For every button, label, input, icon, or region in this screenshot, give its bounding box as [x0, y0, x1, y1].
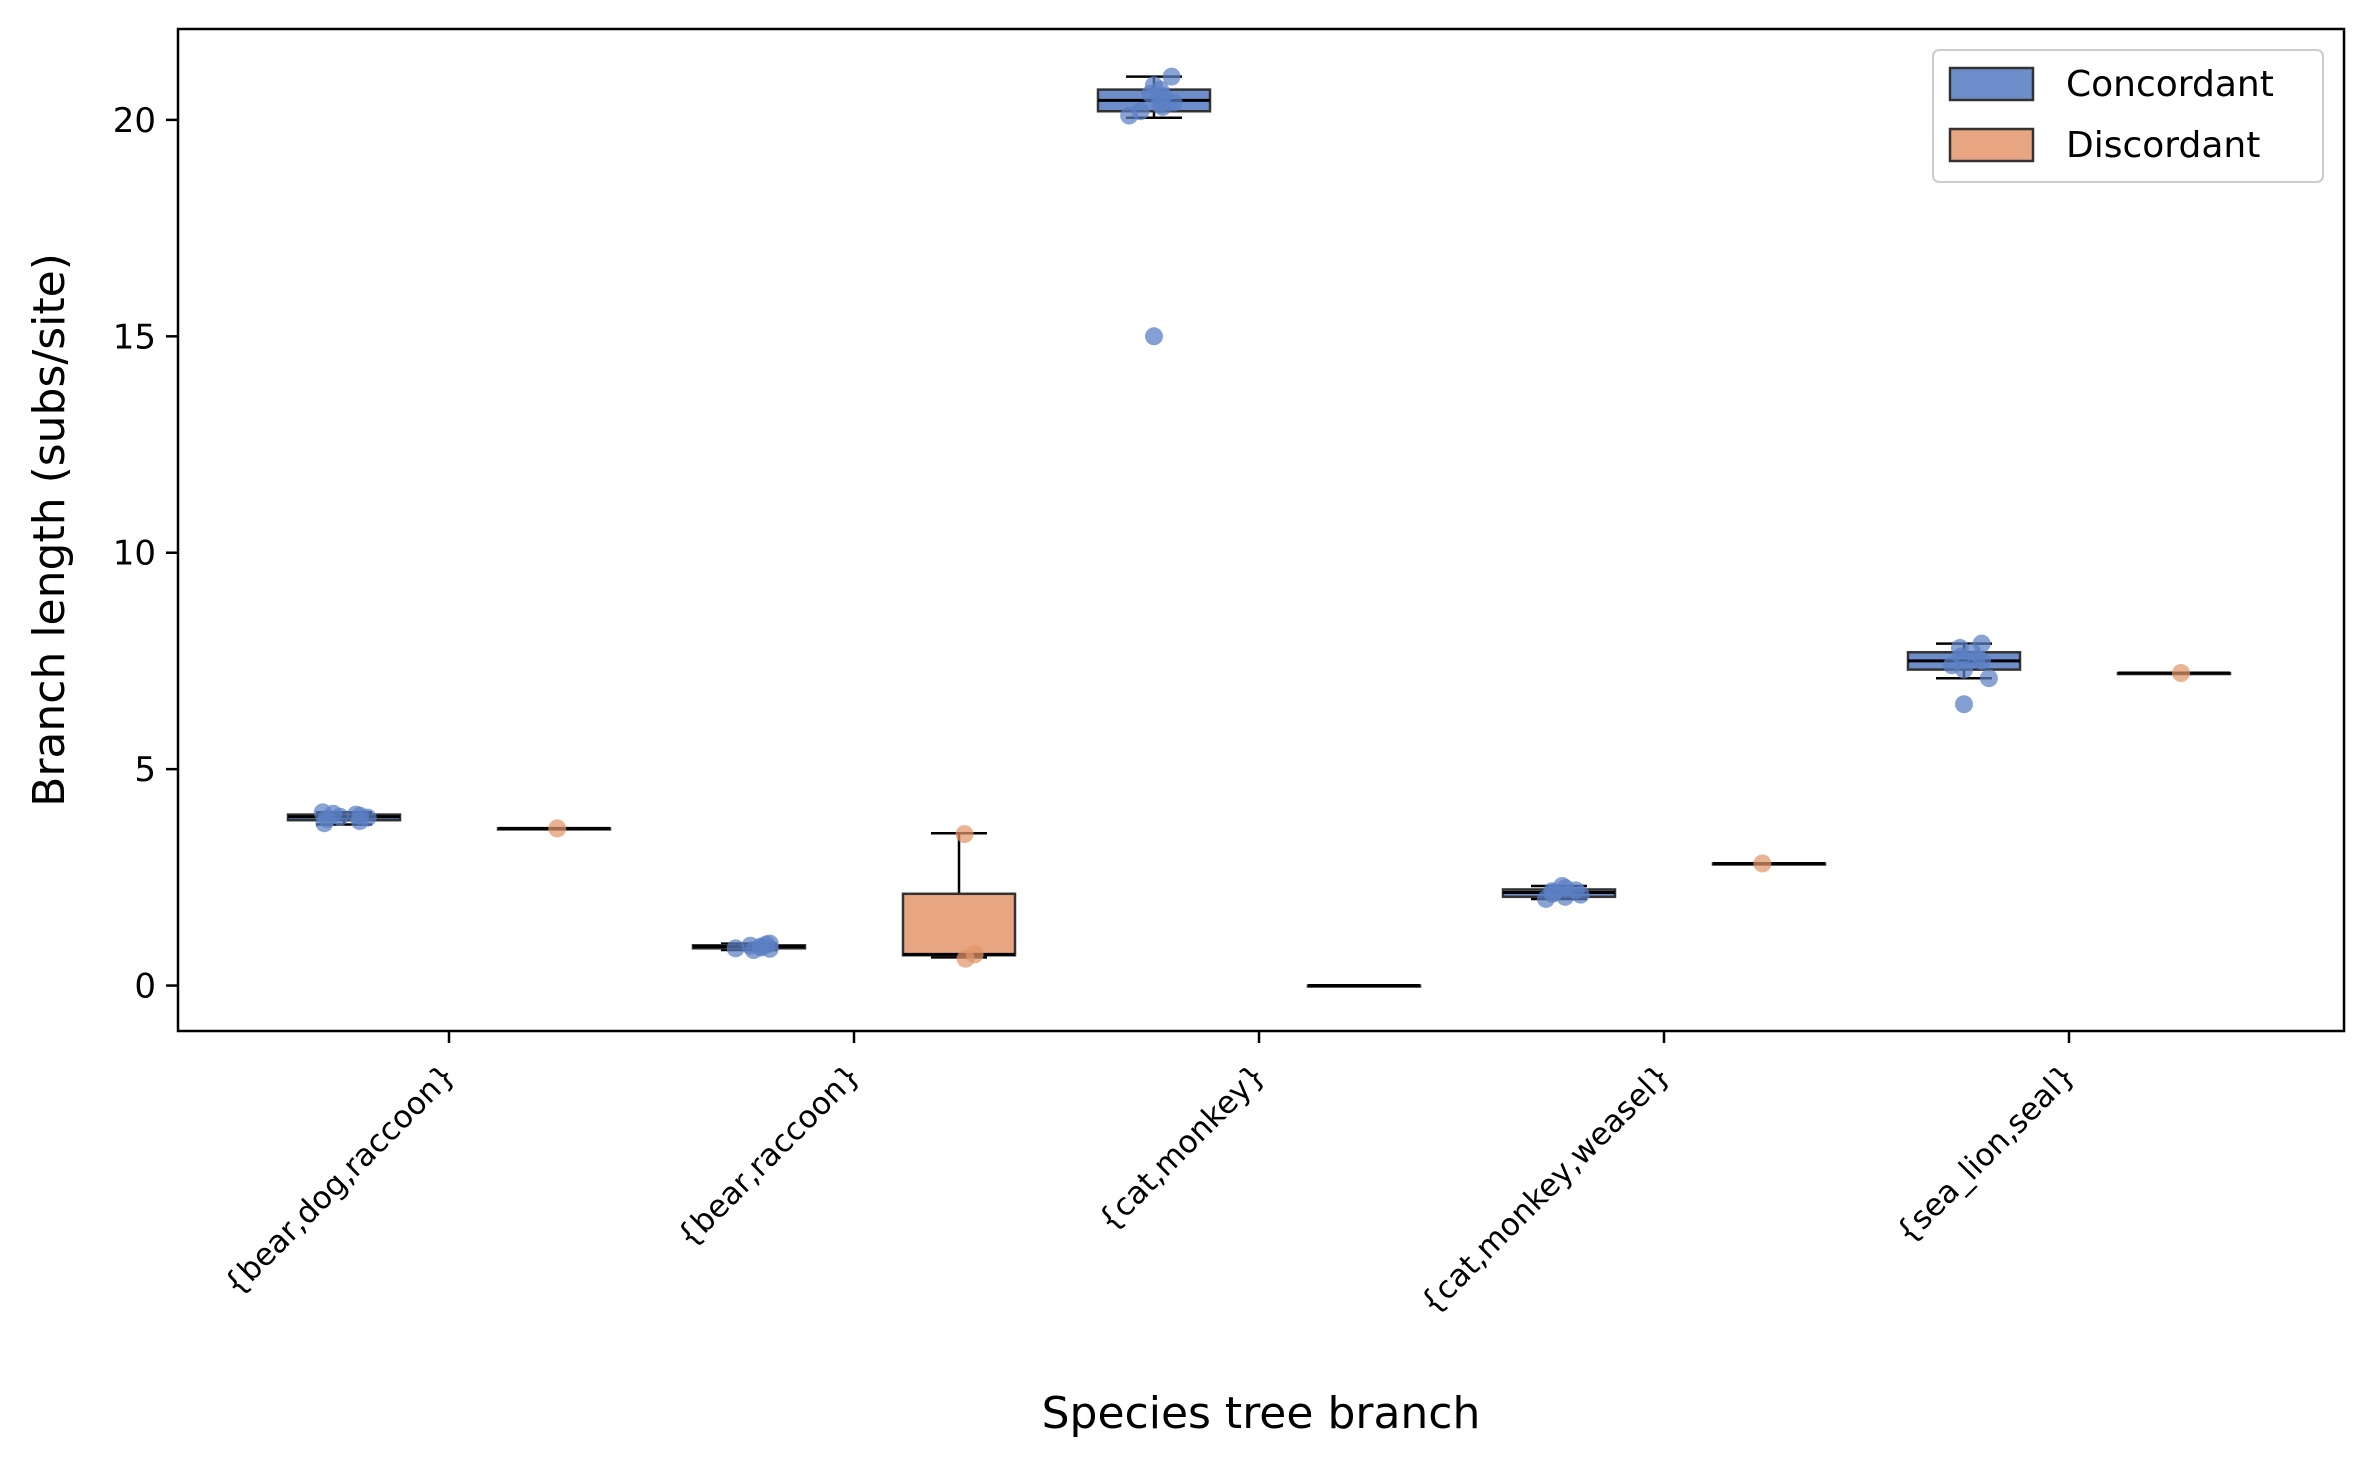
data-point: [1543, 884, 1562, 903]
box-group-discordant: [496, 819, 612, 838]
data-point: [324, 804, 343, 823]
data-point: [1151, 95, 1170, 114]
box-group-concordant: [1906, 634, 2022, 714]
data-point: [548, 819, 567, 838]
box-iqr: [901, 892, 1017, 957]
y-axis-title: Branch length (subs/site): [24, 253, 75, 807]
data-point: [1967, 649, 1986, 668]
y-tick-label: 20: [113, 101, 156, 141]
outlier-point: [1145, 327, 1163, 346]
data-point: [741, 936, 760, 955]
box-group-concordant: [286, 803, 402, 833]
box-group-concordant: [691, 934, 807, 960]
plot-area: [286, 67, 2232, 988]
data-point: [726, 939, 745, 958]
data-point: [1753, 854, 1772, 873]
data-point: [956, 949, 975, 968]
box-group-discordant: [2116, 664, 2232, 683]
data-point: [760, 934, 779, 953]
data-point: [358, 808, 377, 827]
legend-swatch-discordant: [1948, 127, 2035, 163]
box-group-discordant: [901, 825, 1017, 968]
data-point: [1162, 67, 1181, 86]
y-tick-label: 5: [134, 750, 156, 790]
data-point: [1955, 660, 1974, 679]
box-group-concordant: [1096, 67, 1212, 346]
data-point: [2171, 664, 2190, 683]
box-group-concordant: [1501, 877, 1617, 908]
y-tick-label: 10: [113, 534, 156, 574]
data-point: [1979, 669, 1998, 688]
data-point: [1120, 106, 1139, 125]
legend-swatch-concordant: [1948, 66, 2035, 102]
data-point: [1571, 885, 1590, 904]
y-tick-label: 15: [113, 317, 156, 357]
data-point: [955, 825, 974, 844]
plot-frame: [176, 27, 2346, 1033]
box-group-discordant: [1711, 854, 1827, 873]
outlier-point: [1955, 695, 1973, 714]
x-axis-title: Species tree branch: [1042, 1388, 1481, 1439]
legend-label-discordant: Discordant: [2066, 125, 2260, 166]
box-group-discordant: [1306, 984, 1422, 988]
legend: Concordant Discordant: [1932, 49, 2324, 183]
legend-label-concordant: Concordant: [2066, 64, 2274, 105]
y-tick-label: 0: [134, 967, 156, 1007]
